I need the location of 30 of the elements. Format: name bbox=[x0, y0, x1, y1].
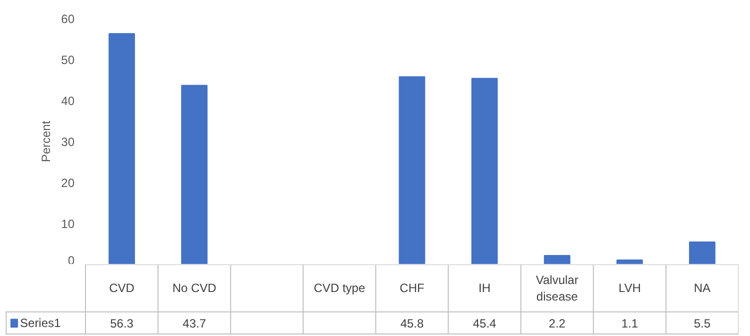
x-tick-label: CVD type bbox=[314, 281, 366, 296]
bar bbox=[471, 78, 498, 264]
x-tick-label: CVD bbox=[109, 281, 135, 296]
y-tick-label: 10 bbox=[61, 217, 75, 231]
bar bbox=[616, 259, 643, 264]
y-tick-label: 30 bbox=[61, 135, 75, 149]
bar bbox=[181, 84, 208, 264]
y-tick-label: 50 bbox=[61, 53, 75, 67]
x-tick-label: LVH bbox=[618, 281, 641, 296]
data-label: 45.4 bbox=[472, 316, 497, 331]
data-label: 2.2 bbox=[548, 316, 566, 331]
bar bbox=[544, 254, 570, 264]
y-tick-label: 40 bbox=[61, 94, 75, 108]
data-label: 56.3 bbox=[110, 316, 134, 331]
y-axis-title: Percent bbox=[39, 120, 54, 162]
x-tick-label: Valvular disease bbox=[536, 272, 578, 304]
bar bbox=[689, 241, 716, 264]
x-tick-label: NA bbox=[694, 281, 711, 296]
bar bbox=[398, 76, 426, 264]
y-tick-label: 60 bbox=[61, 12, 75, 26]
bar bbox=[108, 33, 135, 264]
x-tick-label: CHF bbox=[400, 281, 424, 296]
y-tick-label: 20 bbox=[61, 176, 75, 190]
data-label: 45.8 bbox=[400, 316, 424, 331]
data-label: 5.5 bbox=[694, 316, 711, 331]
legend-label: Series1 bbox=[20, 316, 62, 330]
data-label: 1.1 bbox=[621, 316, 638, 331]
x-tick-label: IH bbox=[478, 281, 491, 296]
data-label: 43.7 bbox=[182, 316, 206, 331]
x-tick-label: No CVD bbox=[172, 281, 217, 296]
